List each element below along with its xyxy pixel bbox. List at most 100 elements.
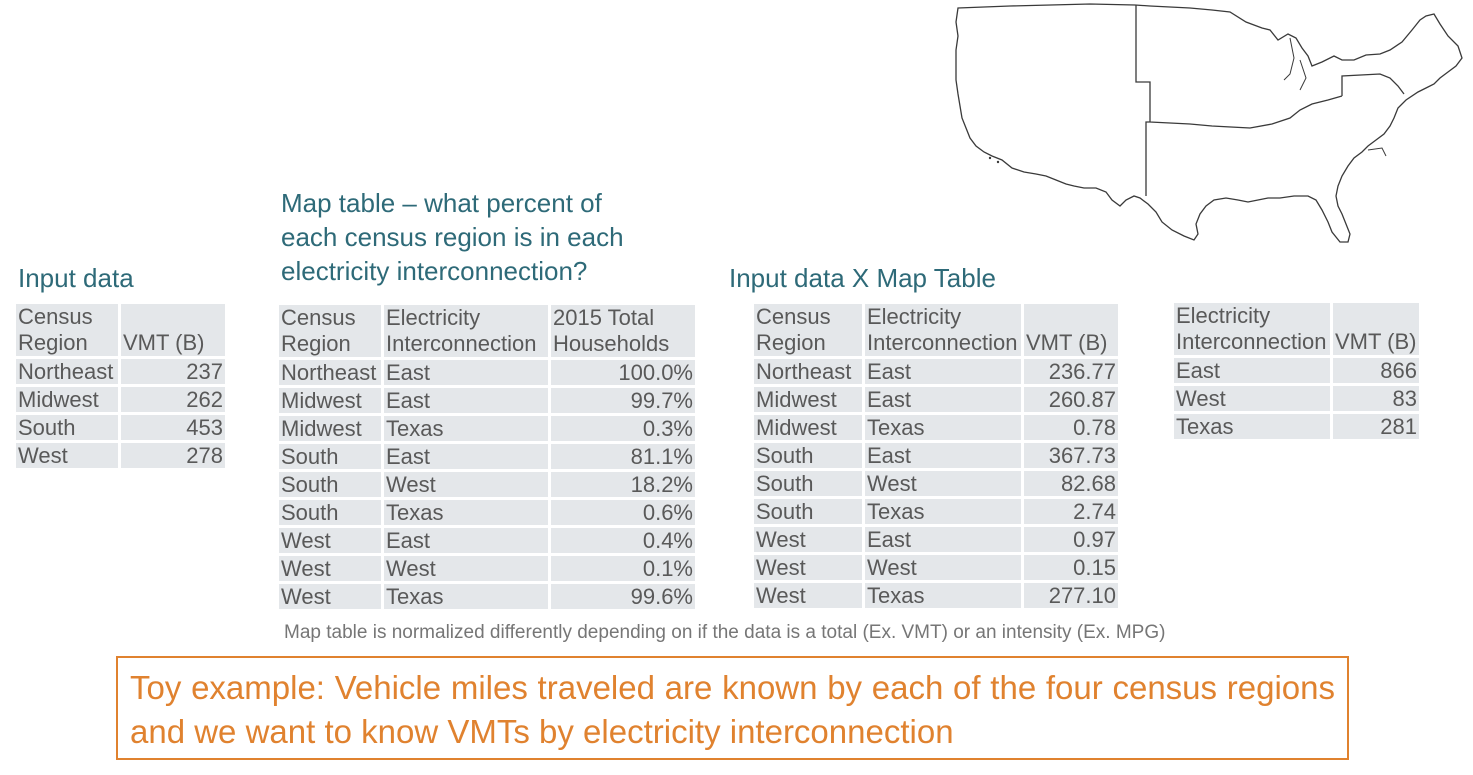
table-row: West East 0.97 bbox=[754, 527, 1118, 552]
table-row: South East 81.1% bbox=[279, 444, 695, 469]
interconnection-cell: East bbox=[384, 528, 548, 553]
table-row: Texas 281 bbox=[1174, 414, 1419, 439]
percent-cell: 0.3% bbox=[551, 416, 695, 441]
table-row: East 866 bbox=[1174, 358, 1419, 383]
header-cell: VMT (B) bbox=[121, 304, 225, 356]
interconnection-cell: East bbox=[865, 387, 1021, 412]
vmt-cell: 262 bbox=[121, 387, 225, 412]
header-cell: Census Region bbox=[279, 305, 381, 357]
region-cell: Midwest bbox=[754, 415, 862, 440]
toy-example-callout: Toy example: Vehicle miles traveled are … bbox=[116, 656, 1349, 760]
table-row: West Texas 277.10 bbox=[754, 583, 1118, 608]
header-cell: 2015 Total Households bbox=[551, 305, 695, 357]
vmt-cell: 453 bbox=[121, 415, 225, 440]
region-cell: South bbox=[16, 415, 118, 440]
table-row: Northeast East 100.0% bbox=[279, 360, 695, 385]
percent-cell: 100.0% bbox=[551, 360, 695, 385]
percent-cell: 0.1% bbox=[551, 556, 695, 581]
table-row: South Texas 0.6% bbox=[279, 500, 695, 525]
input-data-title: Input data bbox=[18, 263, 134, 293]
region-cell: South bbox=[754, 471, 862, 496]
map-table-title-line: each census region is in each bbox=[281, 222, 624, 252]
region-cell: South bbox=[279, 472, 381, 497]
vmt-cell: 0.15 bbox=[1024, 555, 1118, 580]
percent-cell: 99.6% bbox=[551, 584, 695, 609]
interconnection-cell: Texas bbox=[865, 583, 1021, 608]
table-row: South West 18.2% bbox=[279, 472, 695, 497]
vmt-cell: 83 bbox=[1333, 386, 1419, 411]
table-row: Midwest East 99.7% bbox=[279, 388, 695, 413]
interconnection-cell: West bbox=[865, 471, 1021, 496]
table-row: South West 82.68 bbox=[754, 471, 1118, 496]
header-cell: VMT (B) bbox=[1333, 303, 1419, 355]
region-cell: South bbox=[279, 500, 381, 525]
table-row: West Texas 99.6% bbox=[279, 584, 695, 609]
vmt-cell: 236.77 bbox=[1024, 359, 1118, 384]
vmt-cell: 237 bbox=[121, 359, 225, 384]
header-cell: VMT (B) bbox=[1024, 304, 1118, 356]
header-cell: Census Region bbox=[16, 304, 118, 356]
map-table-title-line: Map table – what percent of bbox=[281, 188, 602, 218]
interconnection-cell: East bbox=[865, 527, 1021, 552]
map-table-title-line: electricity interconnection? bbox=[281, 256, 588, 286]
vmt-cell: 277.10 bbox=[1024, 583, 1118, 608]
percent-cell: 0.6% bbox=[551, 500, 695, 525]
table-row: Midwest 262 bbox=[16, 387, 225, 412]
interconnection-cell: Texas bbox=[1174, 414, 1330, 439]
region-cell: West bbox=[279, 556, 381, 581]
table-row: South East 367.73 bbox=[754, 443, 1118, 468]
interconnection-cell: West bbox=[384, 472, 548, 497]
table-header-row: Census Region Electricity Interconnectio… bbox=[754, 304, 1118, 356]
us-interconnection-map-icon bbox=[955, 3, 1463, 243]
region-cell: South bbox=[754, 443, 862, 468]
interconnection-cell: West bbox=[384, 556, 548, 581]
table-row: Midwest East 260.87 bbox=[754, 387, 1118, 412]
vmt-cell: 260.87 bbox=[1024, 387, 1118, 412]
region-cell: West bbox=[754, 527, 862, 552]
interconnection-cell: Texas bbox=[384, 584, 548, 609]
vmt-cell: 281 bbox=[1333, 414, 1419, 439]
interconnection-cell: East bbox=[384, 360, 548, 385]
region-cell: Northeast bbox=[754, 359, 862, 384]
vmt-cell: 0.78 bbox=[1024, 415, 1118, 440]
table-row: Northeast 237 bbox=[16, 359, 225, 384]
percent-cell: 0.4% bbox=[551, 528, 695, 553]
table-row: Midwest Texas 0.78 bbox=[754, 415, 1118, 440]
vmt-cell: 367.73 bbox=[1024, 443, 1118, 468]
interconnection-cell: Texas bbox=[384, 416, 548, 441]
region-cell: West bbox=[279, 528, 381, 553]
table-row: West West 0.1% bbox=[279, 556, 695, 581]
interconnection-cell: West bbox=[1174, 386, 1330, 411]
interconnection-cell: East bbox=[865, 359, 1021, 384]
vmt-cell: 866 bbox=[1333, 358, 1419, 383]
region-cell: Midwest bbox=[16, 387, 118, 412]
region-cell: Midwest bbox=[279, 416, 381, 441]
region-cell: Northeast bbox=[279, 360, 381, 385]
percent-cell: 99.7% bbox=[551, 388, 695, 413]
table-header-row: Census Region VMT (B) bbox=[16, 304, 225, 356]
table-row: Midwest Texas 0.3% bbox=[279, 416, 695, 441]
vmt-cell: 0.97 bbox=[1024, 527, 1118, 552]
table-row: West West 0.15 bbox=[754, 555, 1118, 580]
product-table-title: Input data X Map Table bbox=[729, 263, 996, 293]
region-cell: West bbox=[16, 443, 118, 468]
header-cell: Electricity Interconnection bbox=[1174, 303, 1330, 355]
table-header-row: Electricity Interconnection VMT (B) bbox=[1174, 303, 1419, 355]
interconnection-cell: East bbox=[865, 443, 1021, 468]
region-cell: South bbox=[279, 444, 381, 469]
region-cell: West bbox=[754, 555, 862, 580]
table-header-row: Census Region Electricity Interconnectio… bbox=[279, 305, 695, 357]
interconnection-cell: East bbox=[384, 388, 548, 413]
table-row: West 83 bbox=[1174, 386, 1419, 411]
header-cell: Electricity Interconnection bbox=[384, 305, 548, 357]
table-row: South 453 bbox=[16, 415, 225, 440]
vmt-cell: 82.68 bbox=[1024, 471, 1118, 496]
table-row: West 278 bbox=[16, 443, 225, 468]
table-row: South Texas 2.74 bbox=[754, 499, 1118, 524]
result-table: Electricity Interconnection VMT (B) East… bbox=[1171, 300, 1422, 442]
product-table: Census Region Electricity Interconnectio… bbox=[751, 301, 1121, 611]
table-row: Northeast East 236.77 bbox=[754, 359, 1118, 384]
vmt-cell: 278 bbox=[121, 443, 225, 468]
region-cell: West bbox=[754, 583, 862, 608]
region-cell: Northeast bbox=[16, 359, 118, 384]
